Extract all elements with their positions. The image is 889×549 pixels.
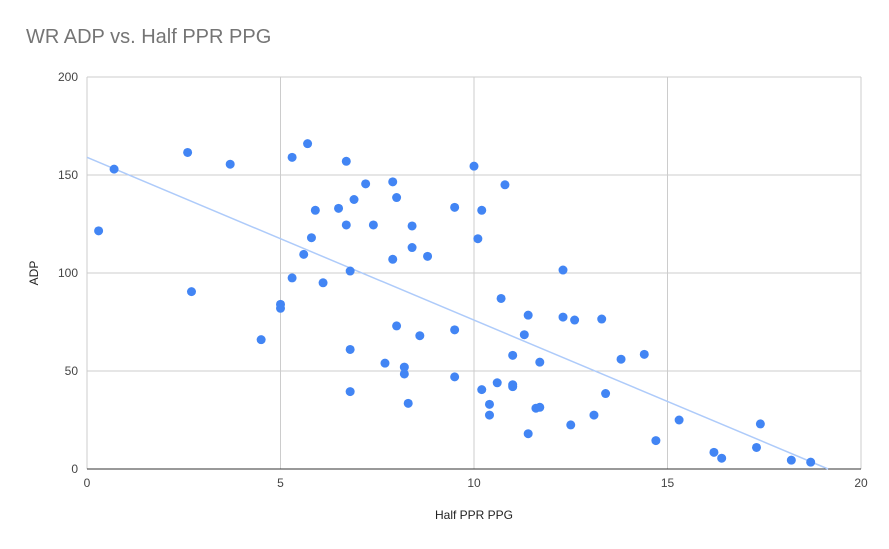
x-tick-label: 10 — [467, 476, 481, 490]
data-point — [535, 357, 545, 367]
data-point — [306, 233, 316, 243]
data-point — [341, 156, 351, 166]
data-point — [403, 398, 413, 408]
data-point — [523, 310, 533, 320]
data-point — [392, 321, 402, 331]
data-point — [508, 382, 518, 392]
data-point — [523, 429, 533, 439]
data-point — [407, 221, 417, 231]
data-point — [566, 420, 576, 430]
data-point — [639, 349, 649, 359]
data-point — [341, 220, 351, 230]
data-point — [651, 436, 661, 446]
data-point — [399, 369, 409, 379]
trendline-group — [86, 156, 829, 470]
data-point — [388, 254, 398, 264]
data-point — [287, 273, 297, 283]
data-point — [345, 266, 355, 276]
data-point — [469, 161, 479, 171]
data-point — [508, 350, 518, 360]
data-point — [345, 387, 355, 397]
data-point — [558, 265, 568, 275]
trendline — [86, 156, 829, 470]
data-point — [752, 442, 762, 452]
data-point — [473, 234, 483, 244]
y-tick-label: 0 — [71, 462, 78, 476]
data-point — [500, 180, 510, 190]
data-point — [570, 315, 580, 325]
y-tick-label: 150 — [58, 168, 78, 182]
data-point — [806, 457, 816, 467]
x-tick-label: 20 — [854, 476, 868, 490]
data-point — [183, 147, 193, 157]
data-point — [450, 325, 460, 335]
data-point — [492, 378, 502, 388]
data-point — [597, 314, 607, 324]
data-point — [276, 303, 285, 313]
data-point — [535, 402, 545, 412]
x-tick-label: 15 — [661, 476, 675, 490]
data-point — [368, 220, 378, 230]
data-point — [616, 354, 626, 364]
data-point — [303, 139, 313, 149]
data-point — [186, 287, 196, 297]
data-point — [484, 410, 494, 420]
data-point — [299, 249, 309, 259]
data-point — [388, 177, 398, 187]
data-point — [450, 372, 460, 382]
data-point — [519, 330, 529, 340]
x-tick-label: 0 — [84, 476, 91, 490]
data-point — [717, 453, 727, 463]
data-point — [380, 358, 390, 368]
data-point — [601, 389, 611, 399]
data-point — [477, 385, 487, 395]
data-point — [318, 278, 328, 288]
data-point — [345, 344, 355, 354]
data-point — [256, 335, 266, 345]
data-point — [287, 152, 297, 162]
data-point — [674, 415, 684, 425]
data-point — [496, 293, 506, 303]
chart-title: WR ADP vs. Half PPR PPG — [26, 26, 272, 48]
data-points — [94, 139, 816, 467]
data-point — [786, 455, 796, 465]
data-point — [589, 410, 599, 420]
data-point — [361, 179, 371, 189]
data-point — [709, 447, 719, 457]
y-axis-title: ADP — [27, 261, 41, 286]
data-point — [407, 243, 417, 253]
data-point — [109, 164, 119, 174]
gridlines — [86, 76, 862, 470]
x-tick-label: 5 — [277, 476, 284, 490]
y-tick-label: 200 — [58, 70, 78, 84]
data-point — [423, 251, 433, 261]
data-point — [349, 195, 359, 204]
data-point — [477, 205, 487, 215]
data-point — [334, 203, 344, 213]
data-point — [399, 362, 409, 372]
y-tick-label: 100 — [58, 266, 78, 280]
data-point — [310, 205, 320, 215]
data-point — [755, 419, 765, 429]
data-point — [450, 202, 460, 212]
data-point — [94, 226, 104, 236]
data-point — [415, 331, 425, 341]
data-point — [225, 159, 235, 169]
data-point — [484, 399, 494, 409]
data-point — [392, 193, 402, 203]
y-tick-label: 50 — [65, 364, 79, 378]
x-axis-title: Half PPR PPG — [435, 508, 513, 522]
data-point — [558, 312, 568, 322]
